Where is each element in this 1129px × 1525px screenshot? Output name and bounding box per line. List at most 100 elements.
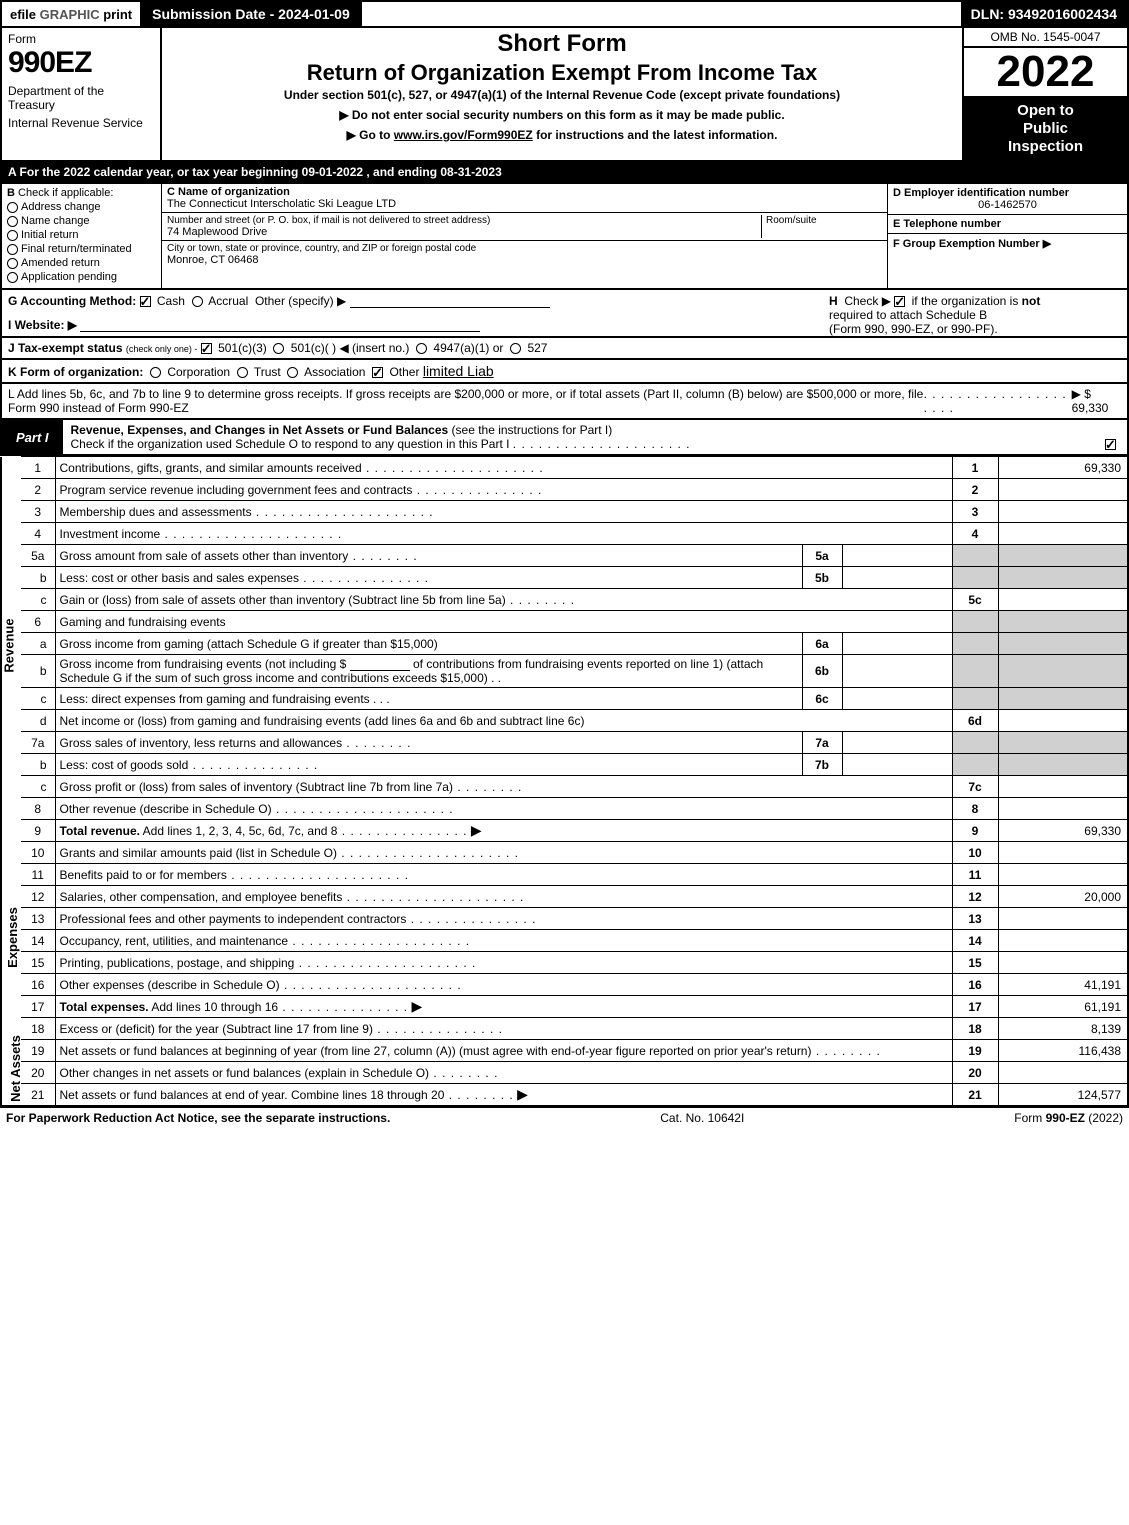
l5b-minival [842, 567, 952, 589]
l14-desc: Occupancy, rent, utilities, and maintena… [55, 930, 952, 952]
l16-desc-text: Other expenses (describe in Schedule O) [60, 978, 280, 992]
telephone-row: E Telephone number [888, 215, 1127, 234]
l18-desc: Excess or (deficit) for the year (Subtra… [55, 1018, 952, 1040]
revenue-label: Revenue [2, 618, 17, 672]
l5b-dots [299, 571, 429, 585]
l6-grey [952, 611, 998, 633]
l2-desc-text: Program service revenue including govern… [60, 483, 413, 497]
initial-return-checkbox[interactable] [7, 230, 18, 241]
l6c-desc-text: Less: direct expenses from gaming and fu… [60, 692, 370, 706]
l13-dots [406, 912, 536, 926]
l7a-desc: Gross sales of inventory, less returns a… [55, 732, 802, 754]
l17-num: 17 [21, 996, 55, 1018]
501c3-checkbox[interactable] [201, 343, 212, 354]
accrual-checkbox[interactable] [192, 296, 203, 307]
j-label: J Tax-exempt status [8, 341, 123, 355]
l7c-desc-text: Gross profit or (loss) from sales of inv… [60, 780, 453, 794]
line-18: Net Assets 18 Excess or (deficit) for th… [1, 1018, 1128, 1040]
l5b-mini: 5b [802, 567, 842, 589]
l20-num: 20 [21, 1062, 55, 1084]
line-2: 2 Program service revenue including gove… [1, 479, 1128, 501]
h-checkbox[interactable] [894, 296, 905, 307]
4947-checkbox[interactable] [416, 343, 427, 354]
l4-col: 4 [952, 523, 998, 545]
l9-desc: Total revenue. Add lines 1, 2, 3, 4, 5c,… [55, 820, 952, 842]
l20-desc-text: Other changes in net assets or fund bala… [60, 1066, 430, 1080]
l6b-amount-input[interactable] [350, 657, 410, 671]
line-17: 17 Total expenses. Add lines 10 through … [1, 996, 1128, 1018]
l5c-dots [506, 593, 575, 607]
l19-num: 19 [21, 1040, 55, 1062]
line-6b: b Gross income from fundraising events (… [1, 655, 1128, 688]
public: Public [1023, 120, 1068, 137]
short-form-title: Short Form [168, 30, 956, 58]
l21-col: 21 [952, 1084, 998, 1107]
page-footer: For Paperwork Reduction Act Notice, see … [0, 1107, 1129, 1128]
section-k: K Form of organization: Corporation Trus… [0, 360, 1129, 384]
dln-box: DLN: 93492016002434 [961, 2, 1127, 26]
part-1-subtitle: Check if the organization used Schedule … [71, 437, 510, 451]
schedule-o-checkbox[interactable] [1105, 439, 1116, 450]
l12-col: 12 [952, 886, 998, 908]
corp-checkbox[interactable] [150, 367, 161, 378]
l16-dots [280, 978, 462, 992]
street-address-cell: Number and street (or P. O. box, if mail… [167, 215, 762, 238]
amended-return-checkbox[interactable] [7, 258, 18, 269]
l14-num: 14 [21, 930, 55, 952]
l6b-mini: 6b [802, 655, 842, 688]
501c-checkbox[interactable] [273, 343, 284, 354]
l6-grey2 [998, 611, 1128, 633]
l7b-minival [842, 754, 952, 776]
application-pending-checkbox[interactable] [7, 272, 18, 283]
l3-dots [252, 505, 434, 519]
l-amount: 69,330 [1072, 401, 1109, 415]
l7b-grey [952, 754, 998, 776]
l17-val: 61,191 [998, 996, 1128, 1018]
l5b-desc-text: Less: cost or other basis and sales expe… [60, 571, 299, 585]
l8-desc-text: Other revenue (describe in Schedule O) [60, 802, 272, 816]
l-arrow: ▶ $ [1072, 387, 1091, 401]
k-label: K Form of organization: [8, 365, 143, 379]
l6a-grey2 [998, 633, 1128, 655]
l7a-desc-text: Gross sales of inventory, less returns a… [60, 736, 343, 750]
l5a-grey2 [998, 545, 1128, 567]
l6a-num: a [21, 633, 55, 655]
line-9: 9 Total revenue. Add lines 1, 2, 3, 4, 5… [1, 820, 1128, 842]
line-8: 8 Other revenue (describe in Schedule O)… [1, 798, 1128, 820]
h-text2: if the organization is [912, 294, 1022, 308]
l19-desc-text: Net assets or fund balances at beginning… [60, 1044, 812, 1058]
l10-desc: Grants and similar amounts paid (list in… [55, 842, 952, 864]
l6c-desc: Less: direct expenses from gaming and fu… [55, 688, 802, 710]
l13-desc-text: Professional fees and other payments to … [60, 912, 407, 926]
l18-desc-text: Excess or (deficit) for the year (Subtra… [60, 1022, 373, 1036]
l8-col: 8 [952, 798, 998, 820]
irs-link[interactable]: www.irs.gov/Form990EZ [394, 128, 533, 142]
4947-label: 4947(a)(1) or [433, 341, 503, 355]
instr2-prefix: ▶ Go to [347, 128, 394, 142]
efile-link[interactable]: efile GRAPHIC print [2, 4, 140, 25]
omb-number: OMB No. 1545-0047 [964, 28, 1127, 48]
l9-col: 9 [952, 820, 998, 842]
527-checkbox[interactable] [510, 343, 521, 354]
name-change-checkbox[interactable] [7, 216, 18, 227]
trust-checkbox[interactable] [237, 367, 248, 378]
l2-col: 2 [952, 479, 998, 501]
527-label: 527 [527, 341, 547, 355]
l20-desc: Other changes in net assets or fund bala… [55, 1062, 952, 1084]
website-input[interactable] [80, 318, 480, 332]
amended-return-row: Amended return [7, 257, 156, 269]
other-org-checkbox[interactable] [372, 367, 383, 378]
address-change-checkbox[interactable] [7, 202, 18, 213]
l15-num: 15 [21, 952, 55, 974]
l1-col: 1 [952, 457, 998, 479]
final-return-checkbox[interactable] [7, 244, 18, 255]
assoc-checkbox[interactable] [287, 367, 298, 378]
l6a-desc: Gross income from gaming (attach Schedul… [55, 633, 802, 655]
dept-irs: Internal Revenue Service [8, 116, 154, 130]
org-name-value: The Connecticut Interscholatic Ski Leagu… [167, 198, 882, 210]
l9-arrow-icon: ▶ [471, 822, 482, 838]
cash-checkbox[interactable] [140, 296, 151, 307]
other-specify-input[interactable] [350, 294, 550, 308]
l7b-desc-text: Less: cost of goods sold [60, 758, 189, 772]
l5c-desc: Gain or (loss) from sale of assets other… [55, 589, 952, 611]
